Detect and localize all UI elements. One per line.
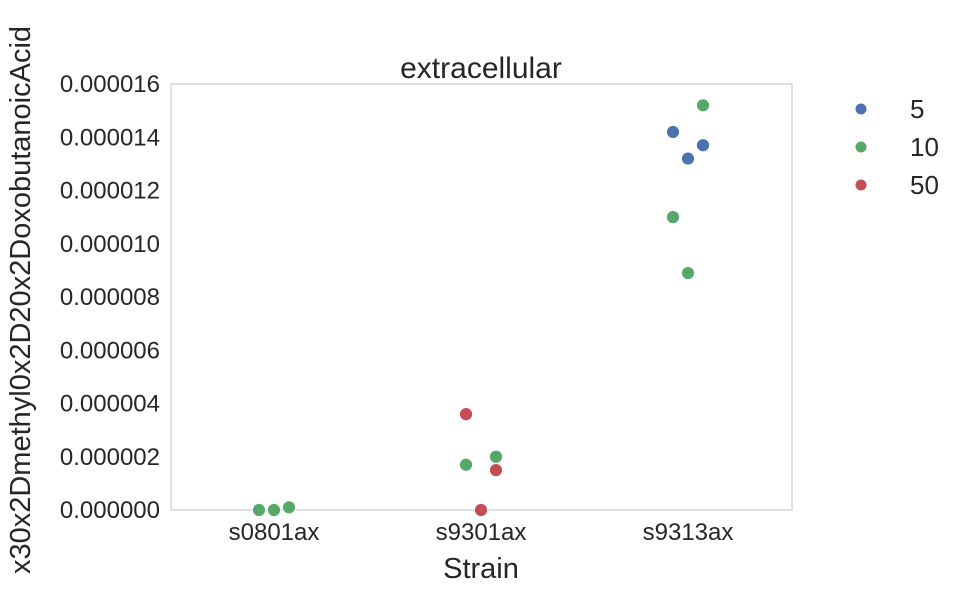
chart-title: extracellular <box>400 52 562 85</box>
legend-label: 10 <box>910 132 939 162</box>
y-tick-label: 0.000002 <box>60 444 160 471</box>
legend-label: 5 <box>910 94 924 124</box>
y-tick-label: 0.000010 <box>60 231 160 258</box>
y-tick-label: 0.000000 <box>60 497 160 524</box>
data-point <box>267 503 281 517</box>
x-tick-label: s0801ax <box>229 519 320 546</box>
data-point <box>666 125 680 139</box>
legend-marker <box>855 141 867 153</box>
data-point <box>666 210 680 225</box>
x-tick-label: s9301ax <box>436 519 527 546</box>
data-point <box>489 449 503 464</box>
data-points <box>252 98 710 517</box>
legend: 5 10 50 <box>855 94 939 200</box>
data-point <box>252 503 266 517</box>
y-tick-label: 0.000008 <box>60 284 160 311</box>
y-tick-label: 0.000004 <box>60 391 160 418</box>
data-point <box>681 151 695 166</box>
data-point <box>459 457 473 472</box>
x-axis-label: Strain <box>443 553 519 585</box>
data-point <box>489 463 503 477</box>
legend-marker <box>855 179 867 191</box>
data-point <box>459 407 473 422</box>
y-tick-label: 0.000016 <box>60 71 160 98</box>
y-tick-label: 0.000012 <box>60 178 160 205</box>
data-point <box>282 500 296 515</box>
y-tick-label: 0.000006 <box>60 337 160 364</box>
x-tick-label: s9313ax <box>643 519 734 546</box>
legend-label: 50 <box>910 170 939 200</box>
y-tick-label: 0.000014 <box>60 124 160 151</box>
data-point <box>474 503 488 517</box>
data-point <box>681 266 695 280</box>
data-point <box>696 98 710 113</box>
x-axis-ticks: s0801ax s9301ax s9313ax <box>229 519 734 546</box>
data-point <box>696 138 710 153</box>
y-axis-label: x30x2Dmethyl0x2D20x2DoxobutanoicAcid <box>5 26 37 574</box>
y-axis-ticks: 0.000000 0.000002 0.000004 0.000006 0.000008… <box>60 71 160 524</box>
legend-marker <box>855 103 867 115</box>
